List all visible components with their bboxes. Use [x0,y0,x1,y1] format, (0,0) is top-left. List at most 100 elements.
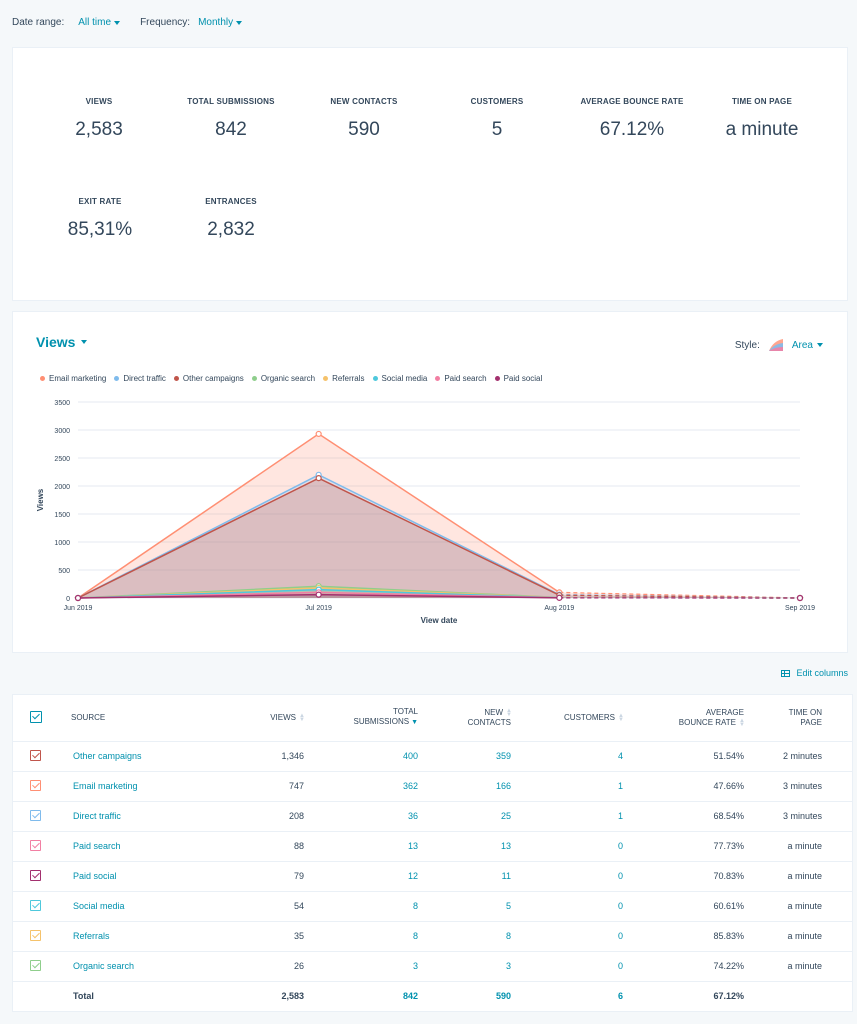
cell-time: a minute [744,890,852,921]
col-time-label-1: TIME ON [788,707,822,717]
source-link[interactable]: Other campaigns [73,751,142,761]
cell-submissions[interactable]: 362 [308,770,418,801]
chevron-down-icon[interactable] [236,20,243,25]
col-total-submissions[interactable]: TOTAL SUBMISSIONS ▼ [308,695,418,741]
source-link[interactable]: Paid social [73,871,117,881]
cell-customers[interactable]: 0 [511,950,623,981]
row-checkbox[interactable] [30,749,41,761]
cell-time: a minute [744,860,852,891]
legend-item[interactable]: Direct traffic [114,374,166,383]
cell-contacts[interactable]: 13 [418,830,511,861]
cell-customers[interactable]: 1 [511,800,623,831]
source-link[interactable]: Referrals [73,931,110,941]
cell-bounce: 85.83% [623,920,744,951]
style-dropdown[interactable]: Area [791,339,813,351]
cell-submissions[interactable]: 36 [308,800,418,831]
total-views: 2,583 [238,980,308,1011]
sort-icon: ▲ ▼ [299,713,305,724]
col-source[interactable]: SOURCE [71,713,106,723]
cell-customers[interactable]: 0 [511,920,623,951]
kpi-label: TIME ON PAGE [731,97,793,106]
edit-columns-label: Edit columns [796,668,848,678]
cell-submissions[interactable]: 13 [308,830,418,861]
source-link[interactable]: Direct traffic [73,811,121,821]
cell-customers[interactable]: 4 [511,740,623,771]
kpi-label: VIEWS [85,97,113,106]
col-total-submissions-label-2: SUBMISSIONS [353,717,410,727]
cell-submissions[interactable]: 8 [308,920,418,951]
cell-submissions[interactable]: 400 [308,740,418,771]
kpi-value: 590 [348,119,380,140]
kpi-label: CUSTOMERS [470,97,524,106]
cell-contacts[interactable]: 5 [418,890,511,921]
metric-dropdown[interactable]: Views [36,334,107,350]
source-link[interactable]: Paid search [73,841,121,851]
col-average-bounce-rate[interactable]: AVERAGE BOUNCE RATE ▲ ▼ [623,695,745,741]
edit-columns-button[interactable]: Edit columns [781,668,848,678]
legend-dot-icon [372,376,378,381]
row-checkbox[interactable] [30,869,41,881]
y-tick-label: 3500 [54,400,70,407]
cell-contacts[interactable]: 8 [418,920,511,951]
legend-item[interactable]: Other campaigns [173,374,244,383]
cell-time: a minute [744,830,852,861]
total-submissions[interactable]: 842 [308,980,418,1011]
col-views[interactable]: VIEWS ▲ ▼ [238,695,308,741]
cell-views: 88 [238,830,308,861]
total-label: Total [58,980,238,1011]
cell-contacts[interactable]: 359 [418,740,511,771]
total-customers[interactable]: 6 [511,980,623,1011]
legend-item[interactable]: Social media [372,374,427,383]
frequency-label: Frequency: [140,17,191,28]
legend-label: Paid social [503,374,543,383]
legend-item[interactable]: Email marketing [40,374,106,383]
table-row: Social media 54 8 5 0 60.61% a minute [13,890,852,921]
source-link[interactable]: Email marketing [73,781,138,791]
row-checkbox[interactable] [30,809,41,821]
source-link[interactable]: Social media [73,901,125,911]
chevron-down-icon[interactable] [817,343,823,347]
cell-time: a minute [744,920,852,951]
cell-contacts[interactable]: 25 [418,800,511,831]
row-checkbox[interactable] [30,839,41,851]
cell-bounce: 70.83% [623,860,744,891]
cell-customers[interactable]: 0 [511,860,623,891]
cell-customers[interactable]: 1 [511,770,623,801]
legend-label: Direct traffic [123,374,166,383]
total-contacts[interactable]: 590 [418,980,511,1011]
col-views-label: VIEWS [270,713,296,723]
sort-icon: ▲ ▼ [739,717,745,728]
cell-customers[interactable]: 0 [511,890,623,921]
frequency-dropdown[interactable]: Monthly [198,17,234,28]
col-new-contacts[interactable]: NEW ▲ ▼ CONTACTS [418,695,512,741]
cell-bounce: 47.66% [623,770,744,801]
cell-views: 747 [238,770,308,801]
legend-item[interactable]: Organic search [251,374,315,383]
cell-contacts[interactable]: 166 [418,770,511,801]
cell-contacts[interactable]: 11 [418,860,511,891]
row-checkbox[interactable] [30,779,41,791]
select-all-checkbox[interactable] [29,710,42,723]
cell-bounce: 51.54% [623,740,744,771]
row-checkbox[interactable] [30,929,41,941]
cell-submissions[interactable]: 3 [308,950,418,981]
legend-item[interactable]: Paid search [435,374,487,383]
source-link[interactable]: Organic search [73,961,135,971]
date-range-dropdown[interactable]: All time [78,17,112,28]
legend-item[interactable]: Referrals [323,374,365,383]
legend-item[interactable]: Paid social [494,374,543,383]
row-checkbox[interactable] [30,959,41,971]
series-area [78,433,800,598]
row-checkbox[interactable] [30,899,41,911]
col-customers[interactable]: CUSTOMERS ▲ ▼ [511,695,624,741]
cell-customers[interactable]: 0 [511,830,623,861]
kpi-label: AVERAGE BOUNCE RATE [580,97,684,106]
cell-contacts[interactable]: 3 [418,950,511,981]
col-time-on-page[interactable]: TIME ON PAGE [744,695,852,741]
kpi-label: TOTAL SUBMISSIONS [187,97,275,106]
views-area-chart: 0 500 1000 1500 2000 2500 3000 3500 Jun 2019 Jul … [36,400,815,625]
cell-submissions[interactable]: 12 [308,860,418,891]
col-customers-label: CUSTOMERS [564,713,615,723]
chevron-down-icon[interactable] [114,20,121,25]
cell-submissions[interactable]: 8 [308,890,418,921]
